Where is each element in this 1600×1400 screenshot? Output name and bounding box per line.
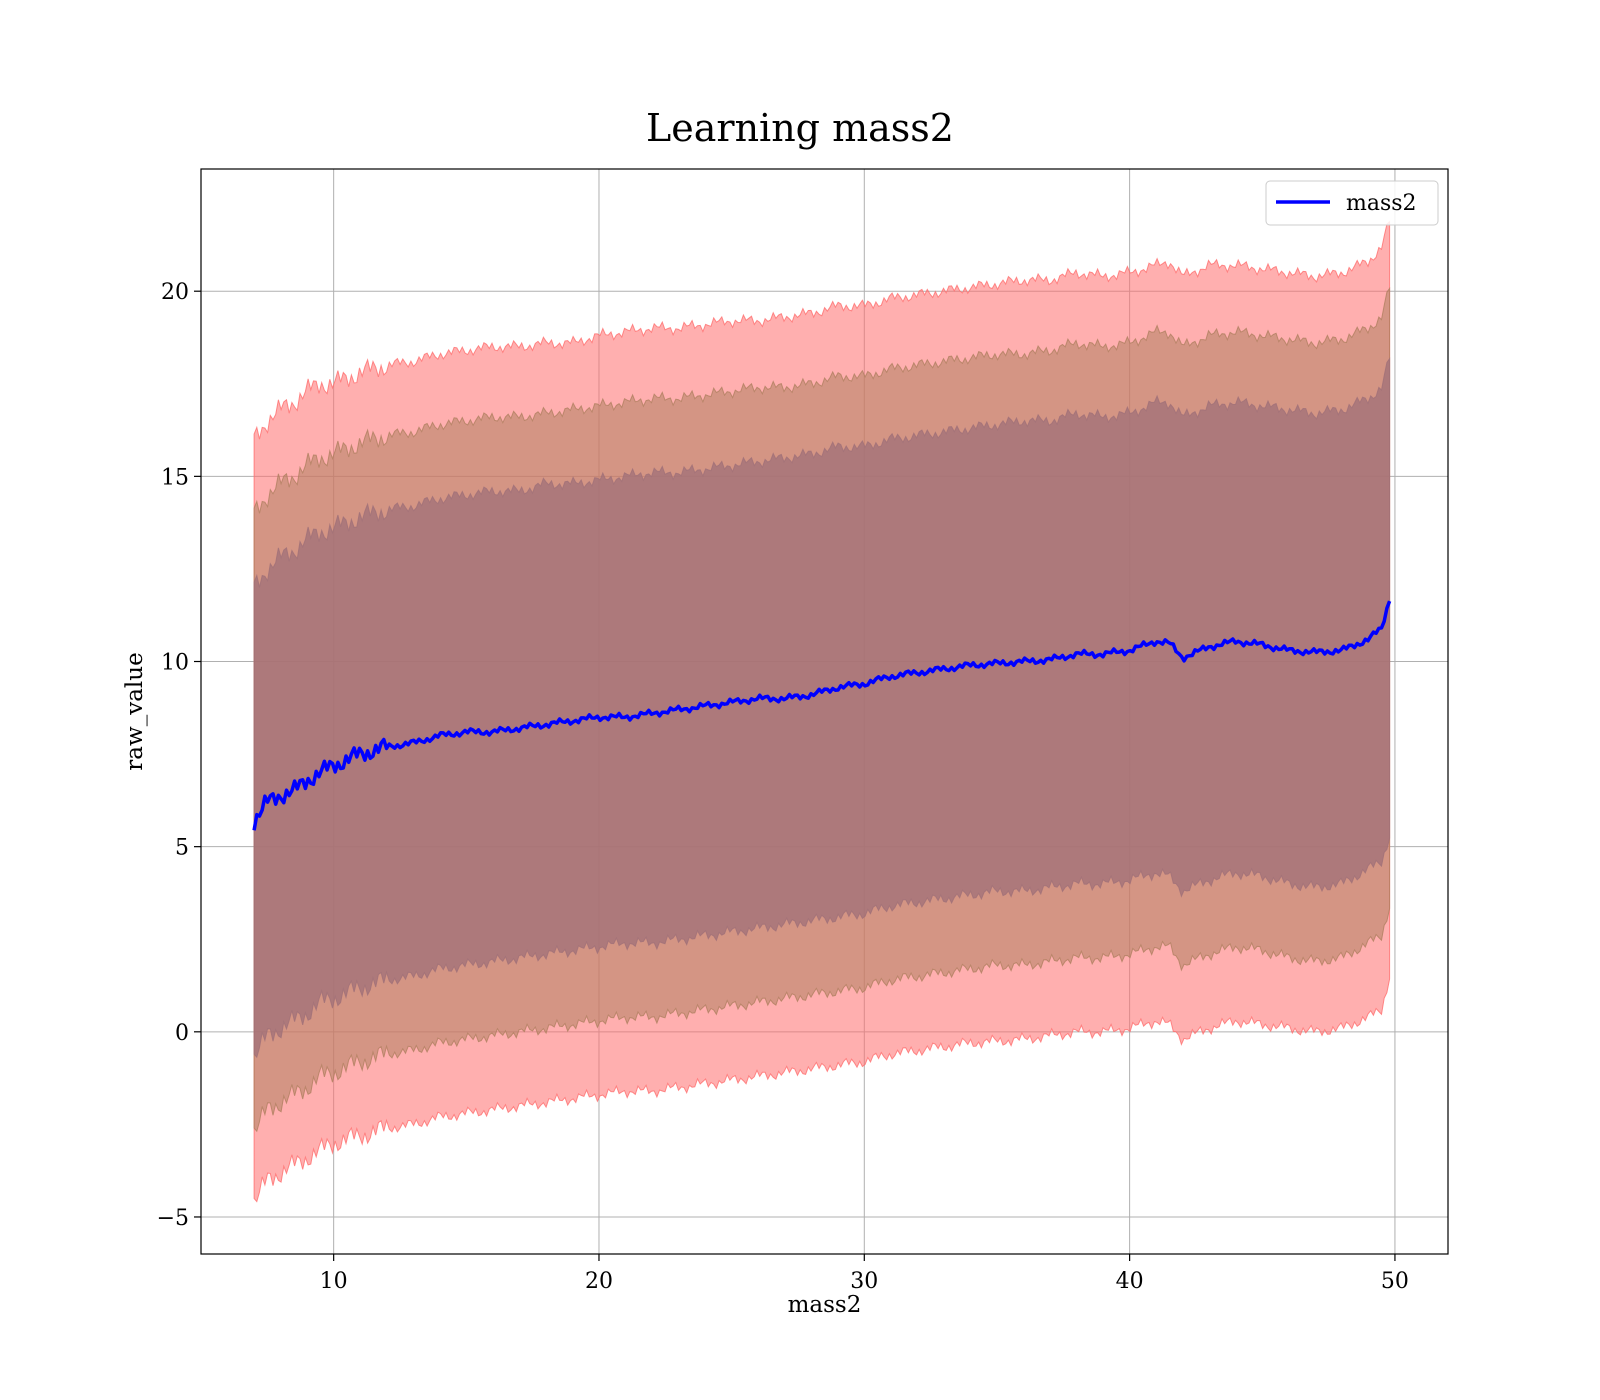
y-tick-label: 20 xyxy=(161,280,189,305)
band-1sigma xyxy=(253,357,1391,1059)
x-tick-label: 50 xyxy=(1381,1269,1409,1294)
y-tick-label: −5 xyxy=(157,1206,189,1231)
y-tick-label: 10 xyxy=(161,651,189,676)
y-tick-label: 5 xyxy=(175,836,189,861)
series-line-mass2 xyxy=(252,600,1392,831)
y-tick-label: 0 xyxy=(175,1021,189,1046)
series-lines xyxy=(252,600,1392,831)
chart-title: Learning mass2 xyxy=(646,106,954,150)
confidence-bands xyxy=(253,220,1391,1203)
axis-ticks: 10 20 30 40 50 −5 0 5 10 15 20 xyxy=(157,280,1409,1294)
x-tick-label: 40 xyxy=(1116,1269,1144,1294)
plot-frame xyxy=(200,168,1449,1255)
x-tick-label: 10 xyxy=(320,1269,348,1294)
y-axis-label: raw_value xyxy=(122,652,148,770)
legend: mass2 xyxy=(1265,180,1439,226)
x-tick-label: 30 xyxy=(850,1269,878,1294)
x-tick-label: 20 xyxy=(585,1269,613,1294)
legend-label-mass2: mass2 xyxy=(1346,191,1417,216)
y-tick-label: 15 xyxy=(161,465,189,490)
x-axis-label: mass2 xyxy=(788,1292,862,1318)
legend-box xyxy=(1265,180,1439,226)
